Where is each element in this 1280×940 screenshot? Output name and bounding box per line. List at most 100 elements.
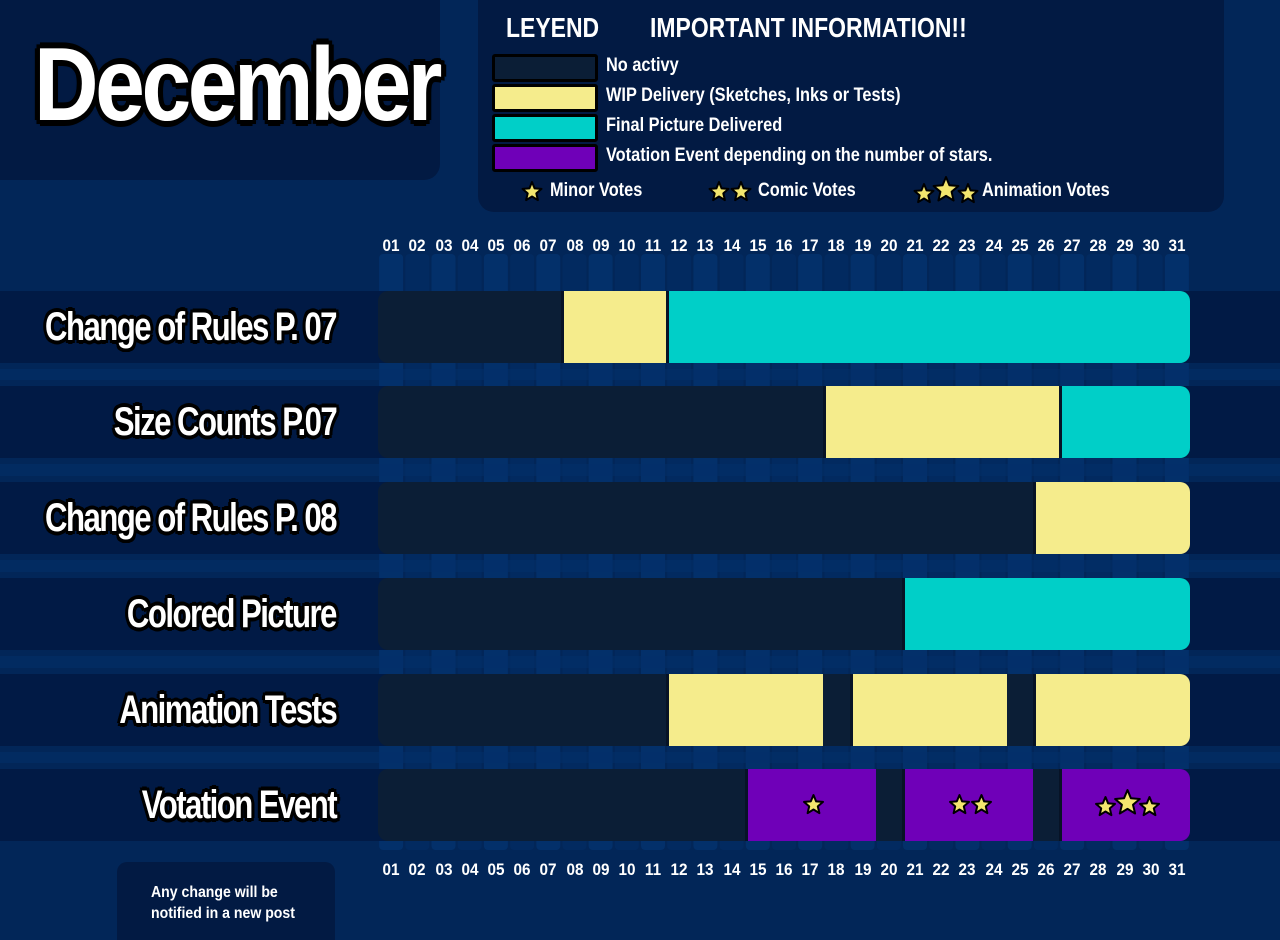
- day-label-bottom: 15: [749, 860, 767, 879]
- day-label-bottom: 26: [1037, 860, 1055, 879]
- day-label-top: 20: [880, 236, 898, 255]
- day-label-bottom: 22: [932, 860, 950, 879]
- row-label: Animation Tests: [119, 688, 338, 732]
- day-label-bottom: 09: [592, 860, 610, 879]
- day-label-bottom: 25: [1011, 860, 1029, 879]
- day-label-top: 08: [565, 236, 584, 255]
- day-label-bottom: 05: [487, 860, 505, 879]
- day-label-top: 21: [906, 236, 924, 255]
- day-label-bottom: 18: [827, 860, 845, 879]
- day-label-top: 04: [461, 236, 479, 255]
- star-icon: [730, 181, 752, 202]
- day-label-top: 02: [408, 236, 426, 255]
- row-label: Votation Event: [141, 783, 338, 827]
- schedule-segment-wip: [823, 386, 1059, 458]
- legend-label-no-activity: No activy: [606, 55, 679, 76]
- star-icon: [957, 183, 979, 204]
- day-label-bottom: 27: [1063, 860, 1081, 879]
- day-label-top: 18: [827, 236, 845, 255]
- day-label-bottom: 03: [434, 860, 453, 879]
- day-label-top: 26: [1037, 236, 1055, 255]
- day-label-bottom: 20: [880, 860, 898, 879]
- schedule-track: [378, 291, 1190, 363]
- star-icon: [1114, 789, 1141, 815]
- star-icon: [948, 794, 970, 815]
- day-label-top: 19: [854, 236, 872, 255]
- star-icon: [802, 794, 824, 815]
- row-gap-stripe: [0, 369, 1280, 380]
- important-info-heading: IMPORTANT INFORMATION!!: [650, 12, 967, 43]
- day-label-top: 11: [644, 236, 662, 255]
- schedule-track: [378, 482, 1190, 554]
- schedule-segment-wip: [1032, 674, 1190, 746]
- title-panel: December: [0, 0, 442, 180]
- schedule-track: [378, 386, 1190, 458]
- day-label-top: 01: [382, 236, 400, 255]
- row-gap-stripe: [0, 560, 1280, 572]
- day-label-top: 13: [696, 236, 714, 255]
- day-label-bottom: 24: [984, 860, 1003, 879]
- day-label-bottom: 07: [539, 860, 557, 879]
- day-label-top: 16: [775, 236, 793, 255]
- schedule-segment-vote: [1059, 769, 1190, 841]
- vote-label-minor: Minor Votes: [550, 180, 643, 201]
- day-label-bottom: 30: [1142, 860, 1160, 879]
- legend-swatch-no-activity: [492, 54, 598, 82]
- one-star-icon: [521, 181, 543, 202]
- legend-label-vote: Votation Event depending on the number o…: [606, 145, 993, 166]
- legend-heading: LEYEND: [506, 12, 600, 43]
- star-icon: [970, 794, 992, 815]
- day-label-bottom: 12: [670, 860, 688, 879]
- day-label-bottom: 21: [906, 860, 924, 879]
- day-label-bottom: 11: [644, 860, 662, 879]
- day-label-bottom: 04: [461, 860, 479, 879]
- schedule-segment-final: [901, 578, 1190, 650]
- day-label-bottom: 06: [513, 860, 531, 879]
- day-label-bottom: 10: [618, 860, 636, 879]
- day-label-top: 15: [749, 236, 767, 255]
- legend-label-final: Final Picture Delivered: [606, 115, 783, 136]
- three-star-icon: [913, 176, 979, 204]
- star-icon: [932, 176, 960, 202]
- schedule-segment-wip: [1032, 482, 1190, 554]
- schedule-segment-vote: [901, 769, 1033, 841]
- day-label-top: 29: [1115, 236, 1134, 255]
- vote-label-comic: Comic Votes: [758, 180, 856, 201]
- day-label-bottom: 17: [801, 860, 819, 879]
- day-label-top: 25: [1011, 236, 1029, 255]
- day-label-top: 31: [1168, 236, 1186, 255]
- vote-label-animation: Animation Votes: [982, 180, 1110, 201]
- schedule-track: [378, 674, 1190, 746]
- day-label-top: 17: [801, 236, 819, 255]
- row-gap-stripe: [0, 464, 1280, 476]
- vote-stars: [948, 794, 992, 815]
- day-label-bottom: 02: [408, 860, 426, 879]
- star-icon: [521, 181, 543, 202]
- row-gap-stripe: [0, 656, 1280, 668]
- day-label-bottom: 14: [723, 860, 741, 879]
- day-label-top: 22: [932, 236, 950, 255]
- day-label-bottom: 28: [1089, 860, 1107, 879]
- note-text: Any change will be notified in a new pos…: [151, 884, 295, 922]
- schedule-track: [378, 578, 1190, 650]
- vote-stars: [802, 794, 824, 815]
- row-label: Change of Rules P. 08: [45, 496, 337, 540]
- day-label-top: 05: [487, 236, 505, 255]
- day-label-top: 09: [592, 236, 610, 255]
- day-label-bottom: 23: [958, 860, 976, 879]
- row-label: Colored Picture: [127, 592, 337, 636]
- day-label-top: 03: [434, 236, 453, 255]
- row-label: Change of Rules P. 07: [45, 305, 337, 349]
- day-label-top: 10: [618, 236, 636, 255]
- day-label-bottom: 16: [775, 860, 793, 879]
- legend-swatch-final: [492, 114, 598, 142]
- day-label-top: 14: [723, 236, 741, 255]
- two-star-icon: [708, 181, 752, 202]
- legend-swatch-wip: [492, 84, 598, 112]
- vote-stars: [1095, 789, 1160, 817]
- legend-label-wip: WIP Delivery (Sketches, Inks or Tests): [606, 85, 901, 106]
- schedule-segment-final: [1059, 386, 1190, 458]
- schedule-segment-vote: [744, 769, 876, 841]
- star-icon: [708, 181, 730, 202]
- schedule-segment-final: [666, 291, 1190, 363]
